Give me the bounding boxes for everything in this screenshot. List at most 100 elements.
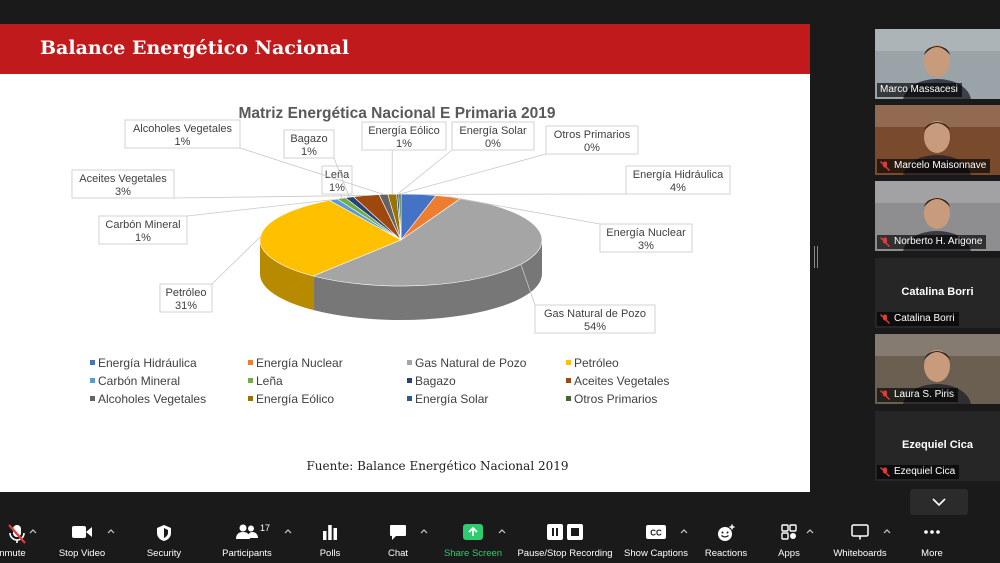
data-label-name: Carbón Mineral (105, 219, 180, 231)
data-label-name: Alcoholes Vegetales (133, 123, 233, 135)
pie-slice-side (313, 240, 542, 320)
participant-tile[interactable]: Laura S. Piris (875, 334, 1000, 404)
participant-display-name: Catalina Borri (901, 286, 974, 298)
captions-options-caret-icon[interactable] (680, 528, 688, 536)
data-label-value: 3% (638, 240, 654, 252)
data-label-value: 31% (175, 300, 197, 312)
leader-line (211, 236, 261, 285)
closed-captions-icon: CC (646, 525, 666, 539)
scroll-down-button[interactable] (910, 489, 968, 515)
panel-resize-handle[interactable] (814, 246, 818, 268)
chart-legend: Energía Hidráulica Energía Nuclear Gas Nat… (90, 356, 669, 406)
video-camera-icon (72, 526, 92, 538)
unmute-button[interactable]: Unmute (0, 515, 34, 563)
muted-microphone-icon (8, 524, 26, 544)
participant-tile[interactable]: Catalina Borri Catalina Borri (875, 258, 1000, 328)
muted-microphone-icon (880, 237, 890, 247)
data-label-name: Bagazo (290, 133, 327, 145)
stop-video-label: Stop Video (58, 548, 106, 559)
data-label-value: 0% (485, 138, 501, 150)
chat-options-caret-icon[interactable] (420, 528, 428, 536)
security-button[interactable]: Security (140, 515, 188, 563)
pause-stop-icon (547, 524, 583, 540)
chevron-down-icon (932, 498, 946, 507)
chat-button[interactable]: Chat (378, 515, 418, 563)
participant-tile[interactable]: Ezequiel Cica Ezequiel Cica (875, 411, 1000, 481)
whiteboards-label: Whiteboards (833, 548, 887, 559)
legend-swatch (248, 396, 253, 401)
data-label-box (599, 223, 693, 253)
apps-grid-icon (781, 524, 797, 540)
share-screen-button[interactable]: Share Screen (442, 515, 504, 563)
data-label-box (283, 129, 335, 159)
data-label-name: Aceites Vegetales (79, 173, 167, 185)
participants-options-caret-icon[interactable] (284, 528, 292, 536)
pie-chart: Matriz Energética Nacional E Primaria 20… (71, 105, 731, 406)
whiteboards-button[interactable]: Whiteboards (830, 515, 890, 563)
legend-swatch (407, 360, 412, 365)
participant-nametag: Laura S. Piris (877, 388, 959, 402)
legend-label: Energía Eólico (256, 392, 334, 406)
leader-line (399, 153, 547, 195)
participant-nametag: Norberto H. Arigone (877, 235, 987, 249)
whiteboards-options-caret-icon[interactable] (883, 528, 891, 536)
participant-tile[interactable]: Norberto H. Arigone (875, 181, 1000, 251)
share-options-caret-icon[interactable] (498, 528, 506, 536)
reactions-button[interactable]: Reactions (700, 515, 752, 563)
data-label-name: Energía Eólico (368, 125, 440, 137)
pause-stop-recording-label: Pause/Stop Recording (517, 548, 613, 559)
legend-swatch (90, 396, 95, 401)
leader-line (173, 195, 367, 199)
data-label-box (124, 119, 241, 149)
data-label-name: Energía Nuclear (606, 227, 686, 239)
participant-name: Norberto H. Arigone (894, 236, 983, 247)
chat-bubble-icon (390, 525, 406, 540)
share-screen-label: Share Screen (443, 548, 503, 559)
participant-tile[interactable]: Marco Massacesi (875, 29, 1000, 99)
participants-button[interactable]: 17 Participants (218, 515, 276, 563)
muted-microphone-icon (880, 467, 890, 477)
participant-name: Marco Massacesi (880, 84, 958, 95)
legend-swatch (566, 360, 571, 365)
participant-nametag: Catalina Borri (877, 312, 959, 326)
stop-video-button[interactable]: Stop Video (54, 515, 110, 563)
data-label-name: Leña (325, 169, 350, 181)
slide-header: Balance Energético Nacional (0, 24, 810, 74)
participant-nametag: Ezequiel Cica (877, 465, 960, 479)
legend-label: Otros Primarios (574, 392, 657, 406)
polls-button[interactable]: Polls (310, 515, 350, 563)
unmute-options-caret-icon[interactable] (29, 528, 37, 536)
data-label-box (71, 169, 175, 199)
muted-microphone-icon (880, 314, 890, 324)
meeting-toolbar: Unmute Stop Video Security (0, 515, 1000, 563)
legend-swatch (566, 396, 571, 401)
legend-label: Alcoholes Vegetales (98, 392, 206, 406)
data-label-value: 0% (584, 142, 600, 154)
pie-slice (312, 198, 543, 287)
participant-name: Catalina Borri (894, 313, 955, 324)
legend-label: Carbón Mineral (98, 374, 180, 388)
data-label-value: 4% (670, 182, 686, 194)
leader-line (333, 157, 350, 198)
more-button[interactable]: More (912, 515, 952, 563)
data-label-name: Gas Natural de Pozo (544, 308, 646, 320)
smiley-plus-icon (718, 524, 735, 541)
data-label-box (98, 215, 188, 245)
participant-tile[interactable]: Marcelo Maisonnave (875, 105, 1000, 175)
participant-name: Marcelo Maisonnave (894, 160, 987, 171)
data-label-box (361, 121, 447, 151)
shield-icon (157, 525, 171, 541)
legend-label: Gas Natural de Pozo (415, 356, 527, 370)
security-label: Security (146, 548, 182, 559)
leader-line (239, 147, 384, 195)
legend-swatch (90, 360, 95, 365)
data-label-name: Energía Hidráulica (633, 169, 724, 181)
apps-button[interactable]: Apps (770, 515, 808, 563)
participant-nametag: Marcelo Maisonnave (877, 159, 991, 173)
pause-stop-recording-button[interactable]: Pause/Stop Recording (516, 515, 614, 563)
leader-line (448, 196, 601, 225)
show-captions-button[interactable]: CC Show Captions (622, 515, 690, 563)
apps-options-caret-icon[interactable] (806, 528, 814, 536)
video-options-caret-icon[interactable] (107, 528, 115, 536)
